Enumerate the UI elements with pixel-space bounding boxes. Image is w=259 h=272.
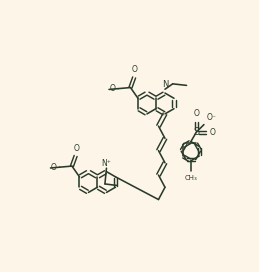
Text: N⁺: N⁺ xyxy=(102,159,111,168)
Text: O⁻: O⁻ xyxy=(207,113,217,122)
Text: O: O xyxy=(51,163,57,172)
Text: O: O xyxy=(132,65,138,74)
Text: O: O xyxy=(109,84,115,93)
Text: S: S xyxy=(193,127,199,137)
Text: O: O xyxy=(193,109,199,118)
Text: N: N xyxy=(162,80,168,89)
Text: O: O xyxy=(74,144,79,153)
Text: CH₃: CH₃ xyxy=(184,175,197,181)
Text: O: O xyxy=(210,128,216,137)
